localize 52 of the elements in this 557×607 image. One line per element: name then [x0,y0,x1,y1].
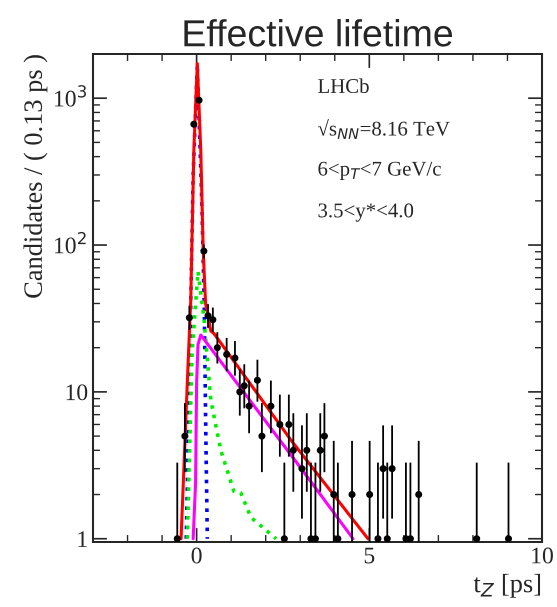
line-series [192,333,355,540]
point [223,350,230,358]
x-tick-label: 5 [364,548,374,564]
point [276,420,284,428]
point [190,120,198,128]
annotation: 3.5<y*<4.0 [318,203,414,222]
y-tick-label: 1 [78,531,87,547]
point [181,432,188,440]
point [473,535,480,542]
point [214,344,221,352]
point [334,535,342,542]
x-axis-title: t$_{Z}$ [ps] [474,574,540,598]
point [298,465,306,472]
point [285,420,292,428]
point [380,465,387,472]
point [366,491,374,498]
annotation: LHCb [318,78,369,94]
y-tick-label: 10 [66,384,88,400]
y-axis-title: Candidates / ( 0.13 ps ) [23,55,48,298]
point [240,382,248,390]
point [388,465,396,472]
annotation: √s$_{NN}$=8.16 TeV [318,118,450,139]
point [415,491,422,498]
point [231,354,238,362]
point [200,248,208,255]
y-tick-label: 10$^{3}$ [55,85,86,107]
point [504,535,512,542]
point [348,491,356,498]
x-tick-label: 0 [192,548,202,564]
point [258,432,266,440]
point [254,376,261,384]
point [196,96,203,104]
point [209,316,216,324]
point [280,535,288,542]
point [330,491,338,498]
point [267,402,274,410]
point [236,388,244,396]
y-tick-label: 10$^{2}$ [55,232,86,254]
point [246,402,253,410]
chart-title: Effective lifetime [184,19,452,47]
annotation: 6<p$_{T}$<7 GeV/c [318,162,441,180]
point [316,446,324,454]
line-series [185,270,278,541]
point [290,446,297,454]
point [186,314,193,322]
point [204,312,212,320]
point [174,535,181,542]
point [320,432,328,440]
point [384,535,391,542]
point [303,446,310,454]
x-tick-label: 10 [532,548,553,564]
point [374,535,382,542]
